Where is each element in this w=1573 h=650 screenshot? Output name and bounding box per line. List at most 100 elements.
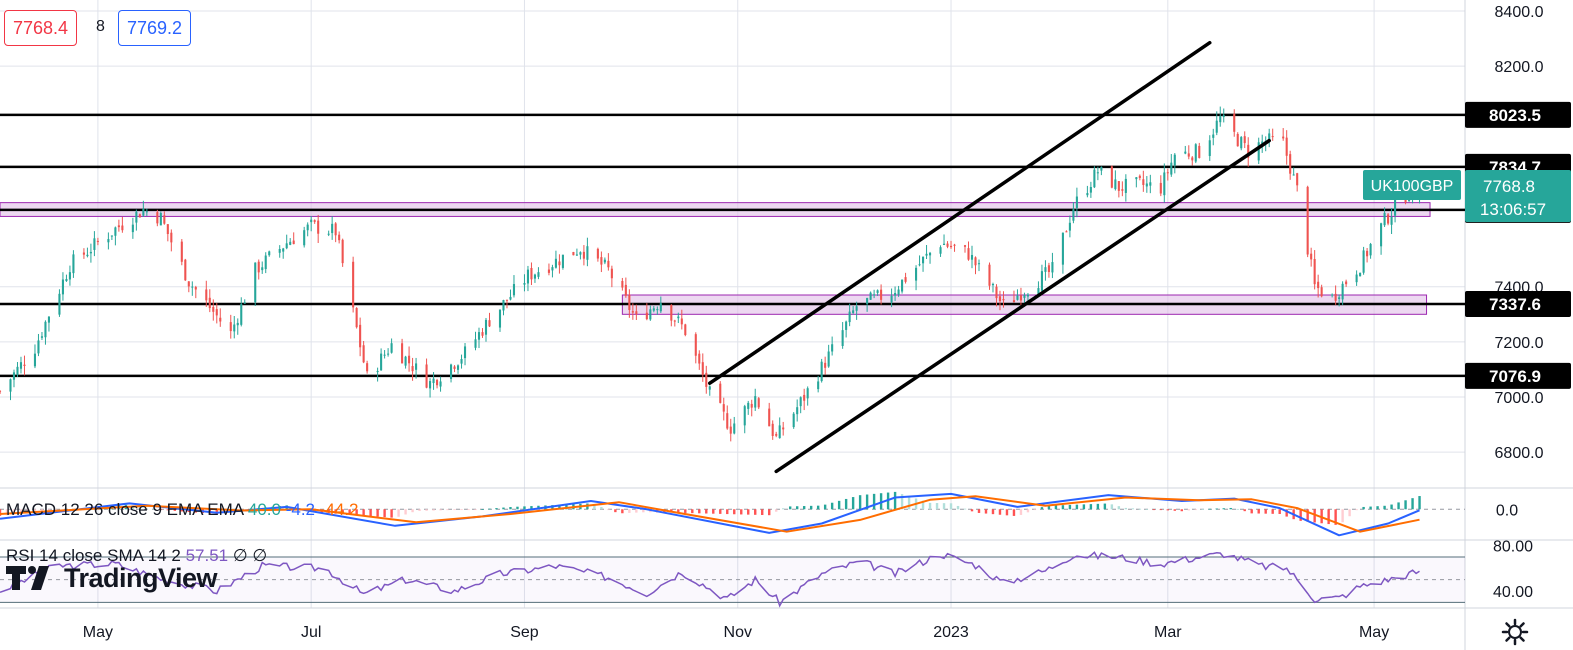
macd-histogram-bar <box>712 509 715 514</box>
candle-body <box>383 354 386 356</box>
candle-body <box>799 397 802 407</box>
candle-body <box>453 366 456 369</box>
candle-body <box>831 344 834 352</box>
candle-body <box>963 245 967 247</box>
candle-body <box>582 251 585 259</box>
candle-body <box>401 343 404 364</box>
settings-gear-icon[interactable] <box>1500 617 1530 647</box>
macd-histogram-bar <box>222 509 225 513</box>
macd-histogram-bar <box>984 509 988 514</box>
macd-histogram-bar <box>621 509 624 514</box>
candle-body <box>142 208 145 216</box>
candle-body <box>477 332 481 340</box>
candle-body <box>1040 271 1043 291</box>
candle-body <box>1124 178 1127 193</box>
candle-body <box>897 289 900 295</box>
candle-body <box>1065 231 1068 233</box>
symbol-tag <box>1363 170 1461 201</box>
macd-legend[interactable]: MACD 12 26 close 9 EMA EMA 40.0 -4.2 -44… <box>6 500 359 520</box>
candle-body <box>292 240 295 245</box>
macd-histogram-bar <box>921 500 925 510</box>
candle-body <box>869 292 872 300</box>
macd-histogram-bar <box>963 508 967 510</box>
candle-body <box>561 254 564 268</box>
candle-body <box>1317 281 1320 289</box>
support-resistance-zones <box>0 202 1431 315</box>
candle-body <box>159 213 162 226</box>
price-axis-tick-label: 7200.0 <box>1495 335 1544 352</box>
candle-body <box>33 353 37 367</box>
macd-histogram-bar <box>474 509 477 511</box>
candle-body <box>184 259 187 281</box>
candle-body <box>1366 250 1369 257</box>
price-axis[interactable]: 8400.08200.07400.07200.07000.06800.00.08… <box>1493 4 1544 601</box>
candle-body <box>86 254 89 257</box>
candle-body <box>778 425 781 439</box>
candle-body <box>1159 182 1162 194</box>
macd-histogram-bar <box>677 509 680 513</box>
candle-body <box>621 280 624 288</box>
macd-histogram-bar <box>1208 508 1211 510</box>
sell-price-button[interactable]: 7768.4 <box>4 10 78 46</box>
candle-body <box>558 261 561 266</box>
macd-histogram-bar <box>341 509 344 515</box>
candle-body <box>1212 134 1215 138</box>
candle-body <box>970 254 974 260</box>
candle-body <box>1268 133 1271 141</box>
rsi-legend[interactable]: RSI 14 close SMA 14 2 57.51 ∅ ∅ <box>6 546 267 566</box>
candle-body <box>1243 136 1246 144</box>
macd-histogram-bar <box>1124 507 1128 510</box>
candle-body <box>110 235 113 237</box>
candle-body <box>390 343 393 353</box>
time-axis[interactable]: May Jul Sep Nov 2023 Mar May <box>83 624 1389 641</box>
macd-histogram-bar <box>1397 502 1400 510</box>
horizontal-levels <box>0 113 1465 378</box>
macd-pane <box>0 491 1465 537</box>
candle-body <box>806 388 809 399</box>
candle-body <box>463 346 467 359</box>
macd-histogram-bar <box>809 505 813 510</box>
candle-body <box>61 279 64 295</box>
candle-body <box>901 279 904 292</box>
candle-body <box>894 292 897 296</box>
macd-histogram-bar <box>775 509 778 512</box>
time-axis-tick-label: Nov <box>724 624 752 641</box>
macd-histogram-bar <box>1306 509 1309 522</box>
candle-body <box>575 254 578 256</box>
candle-body <box>37 340 40 354</box>
current-price-tag <box>1465 170 1571 223</box>
buy-price-button[interactable]: 7769.2 <box>118 10 192 46</box>
candle-body <box>967 248 970 260</box>
candle-body <box>925 253 928 256</box>
bar-countdown-label: 13:06:57 <box>1480 200 1546 219</box>
macd-histogram-bar <box>1054 505 1058 510</box>
candle-body <box>166 224 169 235</box>
candle-body <box>44 321 47 338</box>
macd-histogram-bar <box>1047 505 1051 510</box>
candle-body <box>352 261 355 308</box>
candle-body <box>236 322 239 326</box>
macd-histogram-bar <box>781 508 785 510</box>
candle-body <box>96 240 99 242</box>
candle-body <box>233 324 236 332</box>
candle-body <box>610 268 613 279</box>
candle-body <box>334 223 337 236</box>
candle-body <box>303 230 306 246</box>
candle-body <box>974 257 977 266</box>
rsi-axis-tick-label: 40.00 <box>1493 584 1533 601</box>
candle-body <box>313 220 316 222</box>
candle-body <box>436 380 439 386</box>
macd-histogram-bar <box>1061 505 1065 510</box>
candle-body <box>194 287 197 290</box>
candle-body <box>135 211 138 223</box>
macd-histogram-bar <box>376 509 379 517</box>
candle-body <box>673 320 676 322</box>
tradingview-logo[interactable]: TradingView <box>6 560 218 596</box>
macd-histogram-bar <box>684 509 687 513</box>
candle-body <box>509 296 512 300</box>
current-price-label: 7768.8 <box>1483 177 1535 196</box>
candle-body <box>1341 283 1344 300</box>
candle-body <box>677 316 680 319</box>
candle-body <box>852 310 855 313</box>
